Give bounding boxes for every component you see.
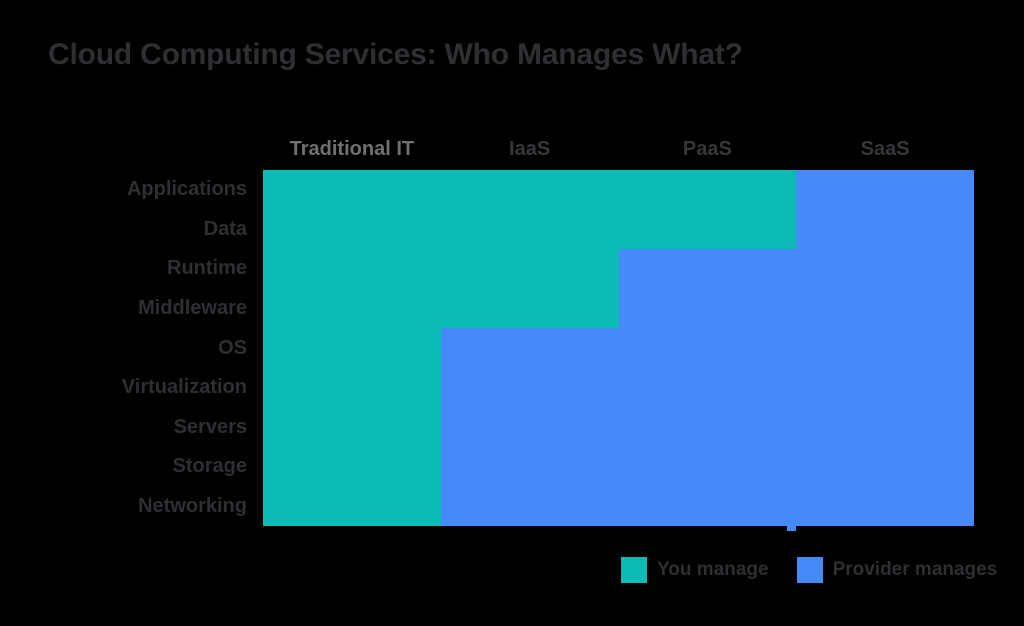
grid-cell-middleware-paas	[618, 288, 797, 329]
row-label-os: OS	[218, 336, 247, 359]
column-header-paas: PaaS	[682, 138, 732, 160]
grid-cell-applications-traditional-it	[263, 170, 441, 210]
grid	[263, 170, 974, 526]
grid-cell-middleware-iaas	[440, 288, 619, 329]
grid-cell-virtualization-iaas	[440, 367, 619, 408]
legend-item-provider-manages: Provider manages	[796, 556, 998, 583]
row-label-runtime: Runtime	[167, 257, 247, 280]
grid-cell-servers-traditional-it	[263, 407, 441, 447]
row-label-networking: Networking	[138, 494, 247, 517]
grid-cell-virtualization-paas	[618, 367, 797, 408]
grid-cell-data-traditional-it	[263, 209, 441, 250]
you-manage-swatch-icon	[621, 556, 647, 583]
row-label-storage: Storage	[172, 455, 247, 478]
grid-bottom-notch	[787, 526, 796, 531]
grid-cell-data-saas	[796, 209, 974, 250]
row-label-virtualization: Virtualization	[121, 376, 247, 399]
grid-cell-storage-saas	[796, 446, 974, 487]
column-header-saas: SaaS	[860, 138, 910, 160]
grid-cell-os-paas	[618, 328, 797, 368]
grid-cell-networking-saas	[796, 486, 974, 526]
grid-cell-virtualization-saas	[796, 367, 974, 408]
chart-title: Cloud Computing Services: Who Manages Wh…	[48, 38, 743, 71]
row-label-data: Data	[203, 217, 247, 240]
grid-cell-runtime-saas	[796, 249, 974, 289]
grid-cell-storage-iaas	[440, 446, 619, 487]
grid-cell-servers-saas	[796, 407, 974, 447]
grid-cell-middleware-saas	[796, 288, 974, 329]
grid-cell-storage-paas	[618, 446, 797, 487]
grid-cell-middleware-traditional-it	[263, 288, 441, 329]
legend-item-you-manage: You manage	[621, 556, 769, 583]
grid-cell-runtime-traditional-it	[263, 249, 441, 289]
grid-cell-networking-traditional-it	[263, 486, 441, 526]
column-header-traditional-it: Traditional IT	[289, 138, 415, 160]
grid-cell-runtime-paas	[618, 249, 797, 289]
grid-cell-networking-iaas	[440, 486, 619, 526]
legend-label-you-manage: You manage	[657, 558, 769, 580]
grid-cell-servers-iaas	[440, 407, 619, 447]
grid-cell-storage-traditional-it	[263, 446, 441, 487]
grid-cell-servers-paas	[618, 407, 797, 447]
legend-label-provider-manages: Provider manages	[832, 558, 998, 580]
row-label-applications: Applications	[126, 178, 247, 201]
column-header-iaas: IaaS	[509, 138, 551, 160]
grid-cell-os-traditional-it	[263, 328, 441, 368]
grid-cell-runtime-iaas	[440, 249, 619, 289]
grid-cell-data-paas	[618, 209, 797, 250]
row-label-servers: Servers	[173, 415, 247, 438]
row-label-middleware: Middleware	[138, 296, 247, 319]
provider-manages-swatch-icon	[796, 556, 823, 583]
column-headers: Traditional IT IaaS PaaS SaaS	[263, 136, 974, 162]
grid-cell-applications-iaas	[440, 170, 619, 210]
grid-cell-os-iaas	[440, 328, 619, 368]
grid-cell-os-saas	[796, 328, 974, 368]
legend: You manage Provider manages	[621, 556, 997, 583]
grid-cell-applications-paas	[618, 170, 797, 210]
row-labels: Applications Data Runtime Middleware OS Virtu…	[0, 170, 263, 526]
grid-cell-applications-saas	[796, 170, 974, 210]
grid-cell-virtualization-traditional-it	[263, 367, 441, 408]
grid-cell-networking-paas	[618, 486, 797, 526]
grid-cell-data-iaas	[440, 209, 619, 250]
